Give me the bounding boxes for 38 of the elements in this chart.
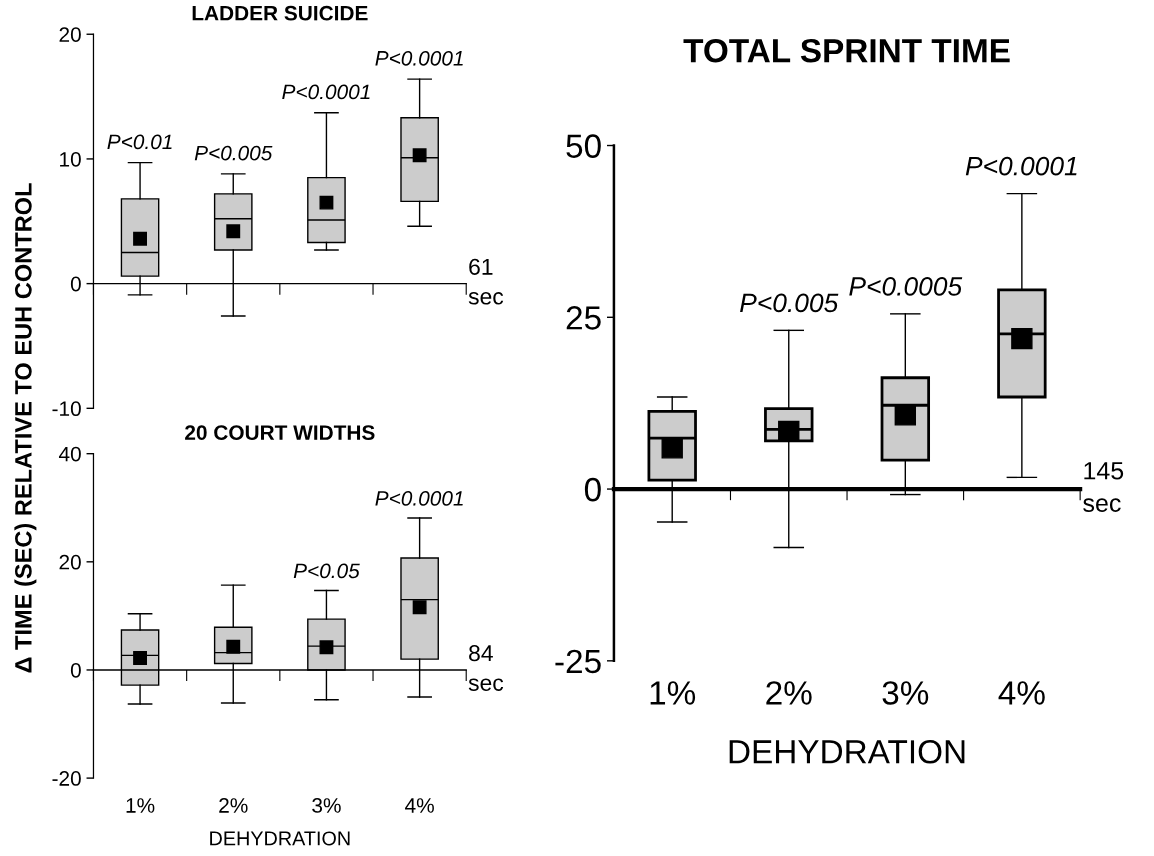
annotation: P<0.0005 — [849, 277, 963, 296]
y-tick-label: -20 — [52, 771, 81, 786]
chart-title: 20 COURT WIDTHS — [185, 425, 375, 440]
text: 61 sec — [468, 258, 504, 305]
y-axis-title: Δ TIME (SEC) RELATIVE TO EUH CONTROL — [14, 183, 37, 673]
x-tick-label: 3% — [312, 798, 341, 813]
annotation: P<0.05 — [293, 563, 360, 579]
chart-title: TOTAL SPRINT TIME — [683, 38, 1010, 63]
y-tick-label: 0 — [70, 662, 81, 678]
x-axis-title: DEHYDRATION — [729, 740, 965, 764]
x-tick-label: 1% — [650, 681, 696, 705]
y-tick-label: 50 — [566, 134, 601, 158]
chart-title: LADDER SUICIDE — [192, 5, 368, 21]
y-tick-label: -10 — [52, 401, 81, 417]
x-axis-title: DEHYDRATION — [210, 831, 350, 846]
y-tick-label: 0 — [584, 477, 601, 502]
x-tick-label: 1% — [126, 798, 155, 813]
text: 145 sec — [1083, 462, 1124, 512]
y-tick-label: 25 — [566, 306, 601, 330]
annotation: P<0.0001 — [282, 84, 370, 100]
x-tick-label: 4% — [405, 798, 434, 813]
y-tick-label: 20 — [59, 554, 81, 570]
y-tick-label: -25 — [555, 649, 601, 674]
text: 84 sec — [468, 645, 504, 691]
annotation: P<0.005 — [740, 293, 839, 313]
annotation: P<0.0001 — [375, 491, 463, 506]
annotation: P<0.0001 — [375, 50, 463, 66]
y-tick-label: 20 — [59, 27, 81, 42]
x-tick-label: 2% — [766, 681, 812, 705]
annotation: P<0.0001 — [965, 156, 1077, 176]
x-tick-label: 4% — [998, 681, 1045, 705]
x-tick-label: 3% — [882, 681, 929, 705]
annotation: P<0.005 — [194, 145, 273, 161]
y-tick-label: 10 — [60, 151, 81, 167]
y-tick-label: 0 — [70, 276, 81, 292]
y-tick-label: 40 — [58, 446, 81, 462]
annotation: P<0.01 — [107, 134, 172, 150]
x-tick-label: 2% — [219, 798, 248, 813]
